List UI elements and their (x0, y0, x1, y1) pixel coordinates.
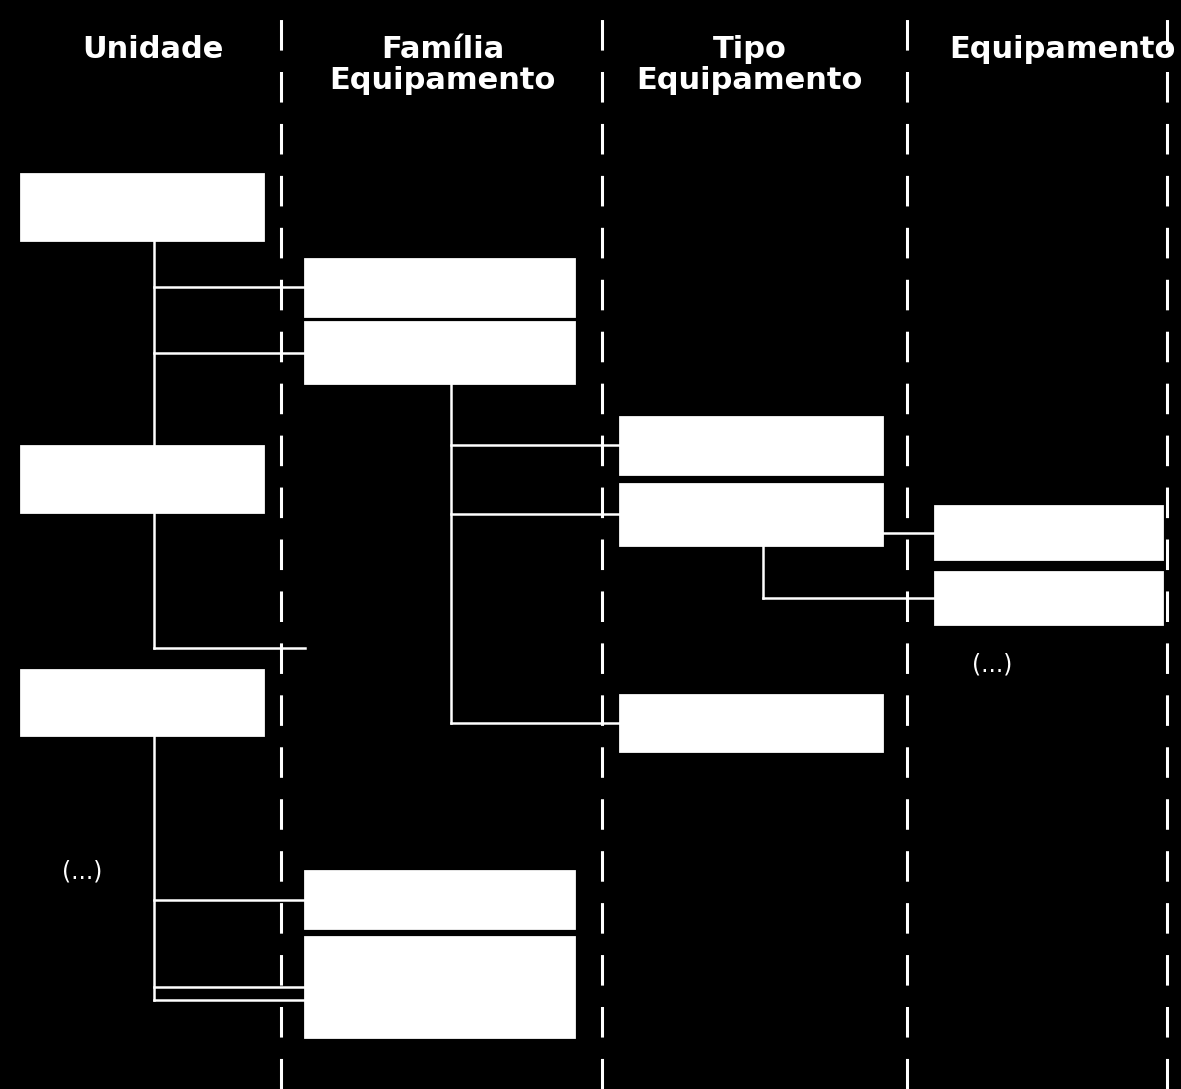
Bar (21, 174, 263, 240)
Text: Família
Equipamento: Família Equipamento (329, 35, 556, 95)
Text: Equipamento: Equipamento (950, 35, 1176, 64)
Bar (620, 695, 882, 751)
Bar (305, 937, 574, 1037)
Bar (935, 506, 1162, 559)
Bar (305, 322, 574, 383)
Text: Tipo
Equipamento: Tipo Equipamento (637, 35, 863, 95)
Bar (305, 259, 574, 316)
Bar (21, 446, 263, 512)
Bar (305, 871, 574, 928)
Bar (620, 484, 882, 544)
Text: (...): (...) (972, 652, 1012, 676)
Bar (21, 670, 263, 735)
Text: (...): (...) (63, 859, 103, 883)
Bar (935, 572, 1162, 624)
Text: Unidade: Unidade (83, 35, 224, 64)
Bar (620, 417, 882, 474)
